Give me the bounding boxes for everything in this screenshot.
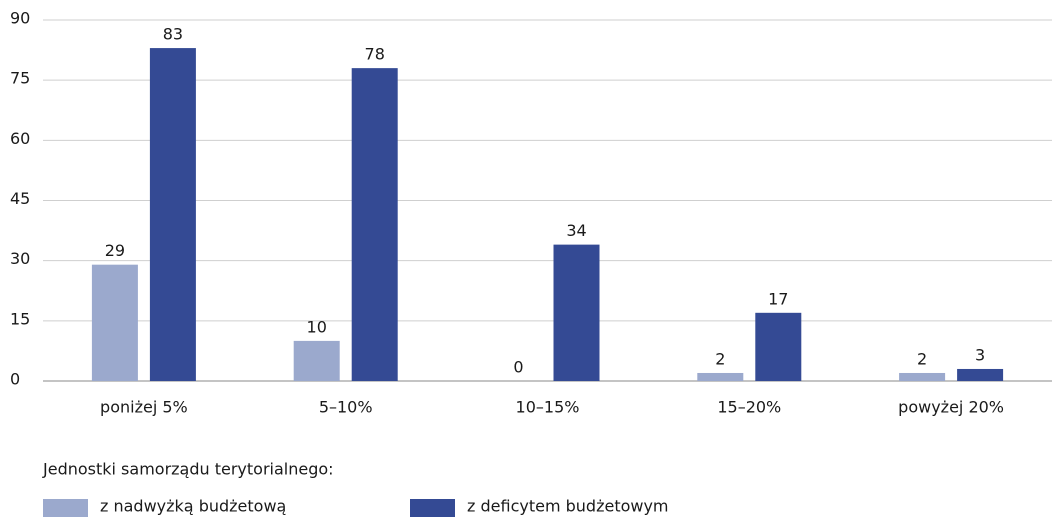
y-tick-label: 30 (10, 249, 30, 268)
data-label: 10 (307, 317, 327, 336)
x-tick-label: 10–15% (516, 398, 580, 417)
bar (957, 368, 1004, 381)
legend-title: Jednostki samorządu terytorialnego: (42, 460, 334, 479)
x-tick-label: powyżej 20% (898, 398, 1004, 417)
y-tick-label: 90 (10, 9, 30, 28)
data-label: 29 (105, 241, 125, 260)
x-tick-label: poniżej 5% (100, 398, 188, 417)
y-tick-label: 60 (10, 129, 30, 148)
bar (697, 372, 744, 381)
bar (553, 244, 600, 381)
x-tick-label: 5–10% (319, 398, 373, 417)
bar (351, 68, 398, 381)
legend-swatch (43, 499, 88, 517)
data-label: 78 (365, 45, 385, 64)
y-tick-label: 45 (10, 189, 30, 208)
data-label: 0 (513, 358, 523, 377)
x-tick-label: 15–20% (717, 398, 781, 417)
bar (91, 264, 138, 381)
data-label: 83 (163, 25, 183, 44)
data-label: 34 (566, 221, 586, 240)
bar (899, 372, 946, 381)
data-label: 3 (975, 345, 985, 364)
data-label: 2 (917, 349, 927, 368)
legend-label: z deficytem budżetowym (467, 497, 669, 516)
data-label: 2 (715, 349, 725, 368)
data-label: 17 (768, 289, 788, 308)
bar (149, 48, 196, 381)
y-tick-label: 0 (10, 370, 20, 389)
bar (293, 340, 340, 381)
bar (755, 312, 802, 381)
legend-label: z nadwyżką budżetową (100, 497, 286, 516)
y-tick-label: 75 (10, 69, 30, 88)
y-tick-label: 15 (10, 309, 30, 328)
legend-swatch (410, 499, 455, 517)
